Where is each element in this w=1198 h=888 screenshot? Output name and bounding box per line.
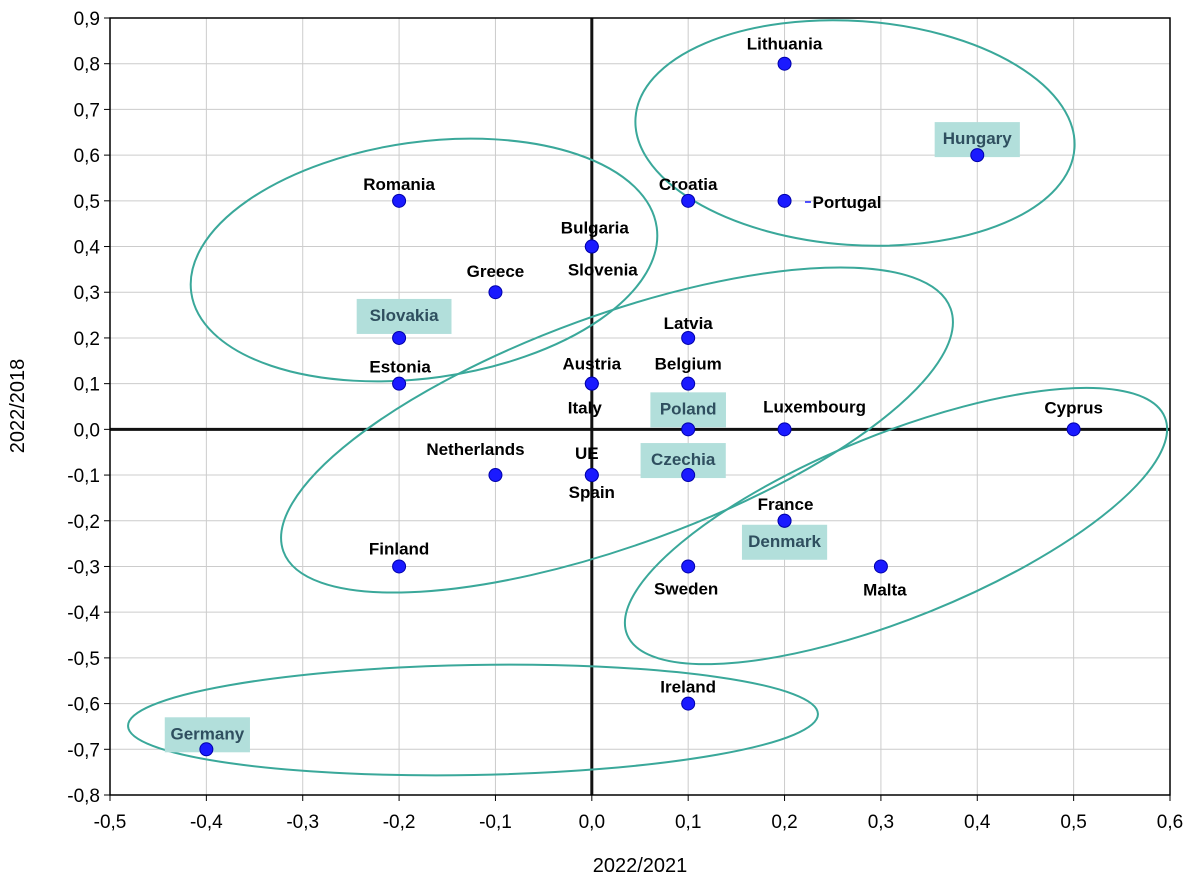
y-tick-label: -0,2 — [67, 512, 100, 533]
point-hungary — [970, 148, 985, 163]
point-croatia — [681, 193, 696, 208]
cluster-ellipse-northwest — [189, 137, 659, 383]
point-label-austria: Austria — [563, 355, 622, 374]
highlight-box-denmark — [741, 524, 828, 560]
point-czechia — [681, 468, 696, 483]
point-label-portugal: Portugal — [813, 193, 882, 212]
y-tick-label: 0,9 — [74, 9, 100, 30]
x-tick-label: 0,4 — [964, 812, 991, 833]
data-points: Lithuania Hungary Croatia Portugal Romania Bu… — [164, 35, 1103, 757]
y-tick-label: 0,7 — [74, 100, 100, 121]
point-label-lithuania: Lithuania — [747, 35, 823, 54]
x-tick-label: 0,6 — [1157, 812, 1183, 833]
point-label-slovenia: Slovenia — [568, 261, 638, 280]
point-ireland — [681, 696, 696, 711]
point-slovenia — [584, 239, 599, 254]
point-label-estonia: Estonia — [369, 358, 431, 377]
point-label-poland: Poland — [660, 399, 717, 418]
point-label-belgium: Belgium — [655, 355, 722, 374]
point-label-czechia: Czechia — [651, 450, 716, 469]
point-luxembourg — [777, 422, 792, 437]
point-sweden — [681, 559, 696, 574]
y-tick-label: -0,7 — [67, 740, 100, 761]
point-label-sweden: Sweden — [654, 579, 718, 598]
point-estonia — [392, 376, 407, 391]
point-label-germany: Germany — [171, 724, 245, 743]
y-tick-label: -0,5 — [67, 649, 100, 670]
x-tick-label: -0,1 — [479, 812, 512, 833]
point-latvia — [681, 330, 696, 345]
point-label-spain: Spain — [569, 483, 615, 502]
point-italy — [584, 376, 599, 391]
y-tick-label: -0,1 — [67, 466, 100, 487]
x-tick-label: -0,2 — [383, 812, 416, 833]
y-tick-label: -0,3 — [67, 557, 100, 578]
y-tick-label: 0,2 — [74, 329, 100, 350]
y-tick-label: 0,1 — [74, 375, 100, 396]
point-netherlands — [488, 468, 503, 483]
point-label-france: France — [758, 495, 814, 514]
cluster-ellipse-center — [280, 266, 954, 594]
point-cyprus — [1066, 422, 1081, 437]
point-label-slovakia: Slovakia — [370, 306, 440, 325]
x-tick-label: 0,3 — [868, 812, 894, 833]
y-tick-label: 0,6 — [74, 146, 100, 167]
x-tick-label: 0,2 — [771, 812, 797, 833]
y-tick-label: 0,3 — [74, 283, 100, 304]
point-label-romania: Romania — [363, 175, 435, 194]
point-label-finland: Finland — [369, 539, 429, 558]
point-label-latvia: Latvia — [664, 314, 714, 333]
point-malta — [873, 559, 888, 574]
point-portugal — [777, 193, 792, 208]
point-greece — [488, 285, 503, 300]
y-tick-label: -0,6 — [67, 695, 100, 716]
point-finland — [392, 559, 407, 574]
tick-labels: -0,5 -0,4 -0,3 -0,2 -0,1 0,0 0,1 0,2 0,3 0,4 0,5 0,… — [67, 9, 1183, 833]
point-slovakia — [392, 330, 407, 345]
cluster-ellipse-south — [127, 663, 819, 777]
x-tick-label: -0,3 — [286, 812, 319, 833]
cluster-ellipse-southeast — [623, 386, 1169, 666]
x-tick-label: 0,0 — [579, 812, 605, 833]
point-label-denmark: Denmark — [748, 532, 821, 551]
x-tick-label: 0,1 — [675, 812, 701, 833]
x-axis-title: 2022/2021 — [593, 855, 688, 877]
y-axis-title: 2022/2018 — [7, 359, 29, 454]
point-label-ireland: Ireland — [660, 678, 716, 697]
point-label-netherlands: Netherlands — [426, 440, 524, 459]
point-lithuania — [777, 56, 792, 71]
y-tick-label: 0,0 — [74, 420, 100, 441]
x-tick-label: -0,4 — [190, 812, 223, 833]
y-tick-label: 0,4 — [74, 238, 101, 259]
cluster-ellipses — [127, 19, 1169, 777]
point-poland — [681, 422, 696, 437]
y-tick-label: 0,5 — [74, 192, 100, 213]
point-label-ue: UE — [575, 444, 599, 463]
point-label-greece: Greece — [467, 262, 525, 281]
x-tick-label: 0,5 — [1060, 812, 1086, 833]
point-label-luxembourg: Luxembourg — [763, 397, 866, 416]
plot-frame — [109, 17, 1171, 796]
point-belgium — [681, 376, 696, 391]
point-denmark — [777, 513, 792, 528]
y-tick-label: -0,4 — [67, 603, 100, 624]
point-label-cyprus: Cyprus — [1044, 398, 1103, 417]
point-label-croatia: Croatia — [659, 175, 718, 194]
point-germany — [199, 742, 214, 757]
point-label-bulgaria: Bulgaria — [561, 219, 630, 238]
point-label-hungary: Hungary — [943, 129, 1013, 148]
point-spain — [584, 468, 599, 483]
cluster-ellipse-northeast — [634, 19, 1076, 247]
point-label-italy: Italy — [568, 399, 603, 418]
x-tick-label: -0,5 — [94, 812, 127, 833]
point-romania — [392, 193, 407, 208]
highlight-box-slovakia — [356, 298, 452, 334]
y-tick-label: -0,8 — [67, 786, 100, 807]
y-tick-label: 0,8 — [74, 55, 100, 76]
point-label-malta: Malta — [863, 580, 907, 599]
highlight-box-poland — [650, 392, 726, 428]
